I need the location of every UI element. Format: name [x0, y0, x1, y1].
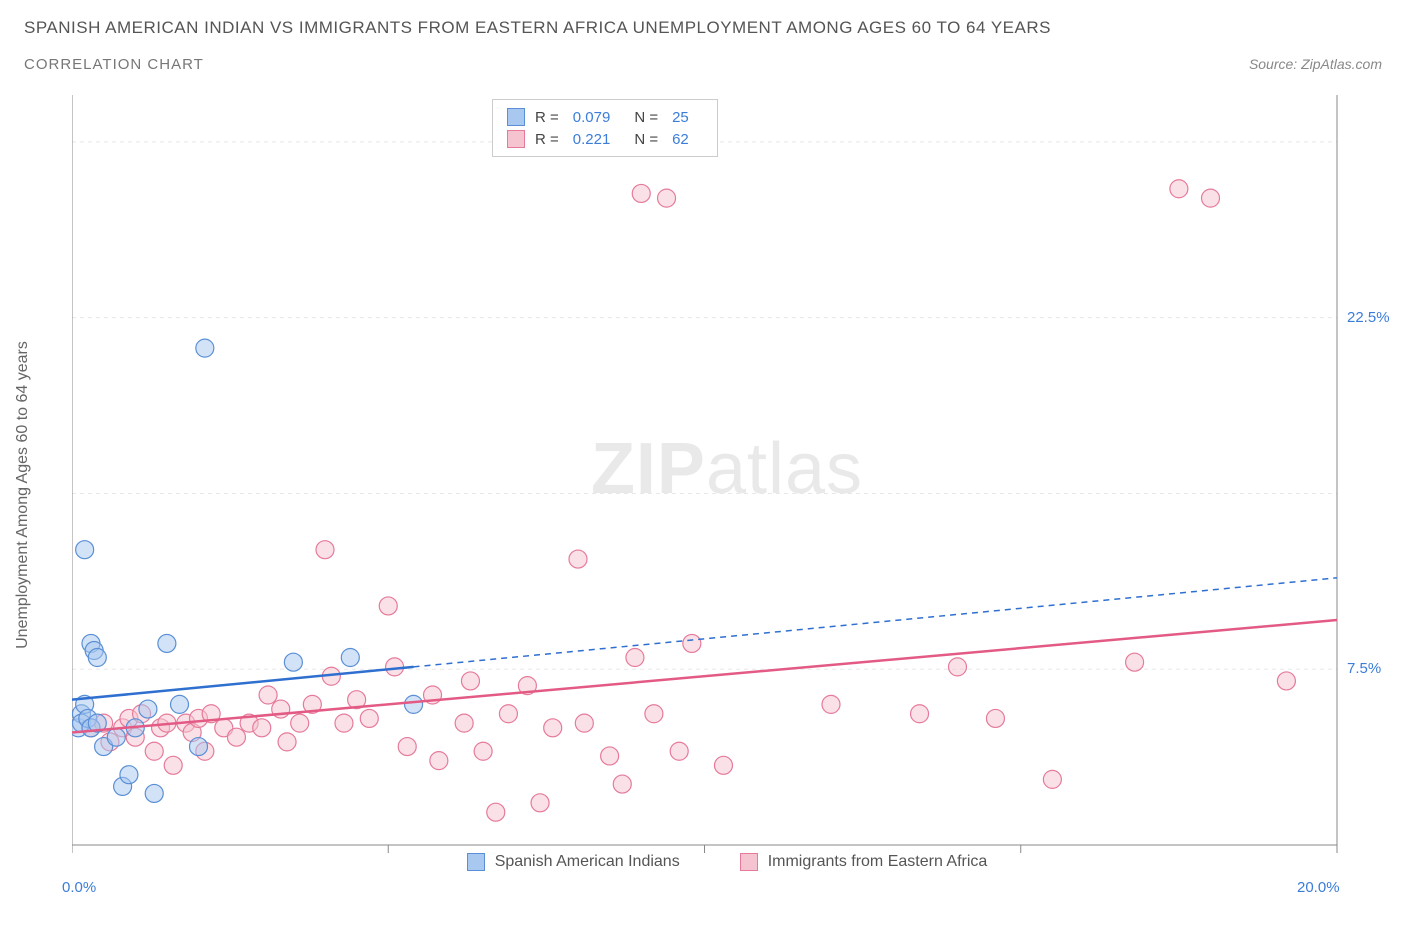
stats-legend: R = 0.079 N = 25 R = 0.221 N = 62: [492, 99, 718, 157]
legend-label-1: Spanish American Indians: [495, 853, 680, 871]
legend-item-series1: Spanish American Indians: [467, 853, 680, 871]
series-legend: Spanish American Indians Immigrants from…: [72, 853, 1382, 871]
chart-subtitle: CORRELATION CHART: [24, 56, 204, 73]
chart-container: Unemployment Among Ages 60 to 64 years R…: [24, 95, 1382, 905]
plot-area: R = 0.079 N = 25 R = 0.221 N = 62 ZIPatl…: [72, 95, 1382, 875]
y-axis-label: Unemployment Among Ages 60 to 64 years: [14, 341, 32, 649]
chart-title: SPANISH AMERICAN INDIAN VS IMMIGRANTS FR…: [24, 18, 1382, 38]
swatch-series2-b: [740, 853, 758, 871]
n-value-2: 62: [672, 131, 689, 148]
r-label: R =: [535, 109, 559, 126]
n-label: N =: [634, 131, 658, 148]
x-tick-0: 0.0%: [62, 879, 96, 896]
scatter-chart: [72, 95, 1382, 875]
legend-item-series2: Immigrants from Eastern Africa: [740, 853, 988, 871]
r-value-1: 0.079: [573, 109, 611, 126]
stats-row-series2: R = 0.221 N = 62: [507, 128, 703, 150]
stats-row-series1: R = 0.079 N = 25: [507, 106, 703, 128]
n-value-1: 25: [672, 109, 689, 126]
n-label: N =: [634, 109, 658, 126]
y-tick-7-5: 7.5%: [1347, 660, 1381, 677]
r-label: R =: [535, 131, 559, 148]
swatch-series2: [507, 130, 525, 148]
swatch-series1: [507, 108, 525, 126]
source-label: Source: ZipAtlas.com: [1249, 56, 1382, 72]
x-tick-20: 20.0%: [1297, 879, 1340, 896]
swatch-series1-b: [467, 853, 485, 871]
legend-label-2: Immigrants from Eastern Africa: [768, 853, 988, 871]
y-tick-22-5: 22.5%: [1347, 309, 1390, 326]
subtitle-row: CORRELATION CHART Source: ZipAtlas.com: [24, 56, 1382, 73]
chart-header: SPANISH AMERICAN INDIAN VS IMMIGRANTS FR…: [0, 0, 1406, 73]
r-value-2: 0.221: [573, 131, 611, 148]
